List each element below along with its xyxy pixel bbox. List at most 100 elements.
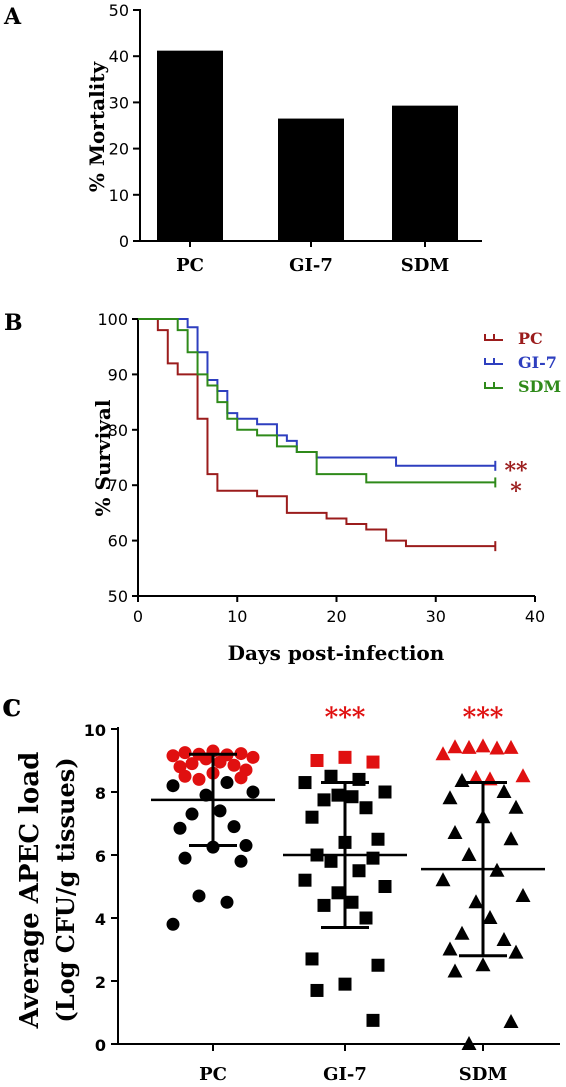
- panel-c-point-sdm: [496, 932, 512, 947]
- panel-c-point-pc: [227, 758, 241, 772]
- panel-c-y-axis-label-line1: Average APEC load: [15, 752, 45, 1030]
- panel-c-point-gi-7: [352, 864, 366, 878]
- panel-c-point-gi-7: [345, 895, 359, 909]
- panel-label-b: B: [4, 310, 23, 336]
- panel-c-point-pc: [192, 889, 206, 903]
- panel-c-point-gi-7: [371, 832, 385, 846]
- panel-c-point-gi-7: [317, 793, 331, 807]
- panel-c-significance-marker: ***: [325, 703, 366, 733]
- panel-c-point-pc: [166, 917, 180, 931]
- panel-c-point-gi-7: [331, 886, 345, 900]
- panel-c-y-tick-label: 2: [95, 973, 106, 992]
- panel-c-point-sdm: [508, 799, 524, 814]
- panel-b-legend-swatch: [484, 334, 503, 341]
- panel-c-point-sdm: [489, 740, 505, 755]
- panel-c-point-gi-7: [310, 983, 324, 997]
- panel-c-point-sdm: [442, 941, 458, 956]
- panel-c-point-pc: [178, 851, 192, 865]
- panel-c-point-pc: [185, 807, 199, 821]
- panel-c-point-gi-7: [317, 898, 331, 912]
- panel-c-point-gi-7: [359, 911, 373, 925]
- panel-c-point-pc: [178, 769, 192, 783]
- panel-a-category-label: GI-7: [289, 255, 333, 276]
- panel-c-point-pc: [166, 749, 180, 763]
- panel-c-point-gi-7: [324, 854, 338, 868]
- panel-c-point-sdm: [461, 739, 477, 754]
- panel-c-point-gi-7: [366, 755, 380, 769]
- panel-b-significance-marker: **: [504, 458, 528, 484]
- panel-c-point-sdm: [503, 1013, 519, 1028]
- panel-b-series-line-pc: [138, 318, 496, 548]
- panel-c-apec-load-chart: c Average APEC load (Log CFU/g tissues) …: [2, 686, 560, 1085]
- panel-c-point-sdm: [475, 957, 491, 972]
- panel-c-point-pc: [239, 839, 253, 853]
- panel-c-y-axis-label-line2: (Log CFU/g tissues): [51, 757, 80, 1022]
- panel-a-y-tick-label: 10: [109, 186, 129, 205]
- panel-c-point-sdm: [496, 784, 512, 798]
- panel-c-point-sdm: [508, 944, 524, 959]
- panel-c-point-gi-7: [305, 810, 319, 824]
- panel-c-point-pc: [220, 776, 234, 790]
- panel-c-point-gi-7: [338, 750, 352, 764]
- panel-c-point-pc: [199, 788, 213, 802]
- panel-c-point-pc: [213, 804, 227, 818]
- panel-c-category-label: GI-7: [323, 1064, 367, 1085]
- panel-c-point-gi-7: [298, 873, 312, 887]
- panel-c-point-gi-7: [378, 880, 392, 893]
- panel-b-survival-chart: B % Survival Days post-infection 50 60 70 8…: [4, 310, 561, 665]
- panel-label-c: c: [2, 686, 21, 724]
- panel-c-y-tick-label: 10: [84, 721, 106, 740]
- panel-b-y-tick-label: 100: [97, 310, 128, 329]
- panel-c-point-sdm: [468, 894, 484, 909]
- panel-c-point-sdm: [475, 738, 491, 753]
- panel-a-category-label: PC: [176, 255, 204, 276]
- panel-c-point-sdm: [447, 824, 463, 839]
- panel-c-y-tick-label: 0: [95, 1036, 106, 1055]
- panel-c-point-sdm: [454, 772, 470, 787]
- panel-c-significance-marker: ***: [463, 703, 504, 733]
- panel-b-significance-marker: *: [510, 478, 522, 504]
- panel-b-x-tick-label: 10: [227, 607, 247, 626]
- panel-a-y-tick-label: 0: [119, 232, 129, 251]
- panel-b-y-axis-label: % Survival: [91, 399, 115, 516]
- panel-b-legend-swatch: [484, 382, 503, 389]
- panel-c-category-label: PC: [199, 1064, 227, 1085]
- panel-a-bar-pc: [157, 50, 223, 241]
- panel-b-y-tick-label: 60: [108, 532, 128, 551]
- panel-c-point-pc: [192, 772, 206, 786]
- panel-c-point-pc: [206, 840, 220, 854]
- panel-b-series-line-gi-7: [138, 318, 496, 467]
- panel-c-point-gi-7: [359, 801, 373, 815]
- panel-b-series-line-sdm: [138, 318, 496, 484]
- panel-c-y-tick-label: 8: [95, 784, 106, 803]
- panel-b-y-tick-label: 80: [108, 421, 128, 440]
- panel-c-point-pc: [178, 746, 192, 760]
- panel-b-y-tick-label: 90: [108, 365, 128, 384]
- panel-c-point-gi-7: [298, 776, 312, 790]
- panel-b-x-tick-label: 0: [133, 607, 143, 626]
- panel-c-y-tick-label: 4: [95, 910, 106, 929]
- panel-c-point-gi-7: [331, 788, 345, 802]
- panel-c-point-gi-7: [371, 958, 385, 972]
- panel-c-point-sdm: [435, 872, 451, 887]
- panel-c-point-gi-7: [366, 851, 380, 865]
- panel-c-point-sdm: [442, 790, 458, 805]
- panel-c-point-sdm: [515, 768, 531, 783]
- panel-a-y-tick-label: 30: [109, 93, 129, 112]
- panel-c-point-gi-7: [305, 952, 319, 966]
- panel-c-point-gi-7: [366, 1013, 380, 1027]
- panel-a-mortality-chart: A % Mortality 0 10 20 30 40 50 PC GI-7 SDM: [3, 1, 482, 276]
- panel-c-category-label: SDM: [459, 1064, 508, 1085]
- panel-c-point-sdm: [461, 847, 477, 861]
- panel-c-point-sdm: [461, 1036, 477, 1050]
- panel-b-legend-label: SDM: [518, 377, 561, 396]
- panel-c-point-sdm: [435, 746, 451, 761]
- panel-c-point-sdm: [515, 887, 531, 902]
- panel-c-point-sdm: [468, 769, 484, 784]
- panel-a-bar-gi-7: [278, 118, 344, 241]
- panel-c-point-pc: [227, 820, 241, 834]
- panel-a-y-axis-label: % Mortality: [85, 61, 109, 193]
- panel-a-category-label: SDM: [401, 255, 450, 276]
- panel-b-x-tick-label: 20: [326, 607, 346, 626]
